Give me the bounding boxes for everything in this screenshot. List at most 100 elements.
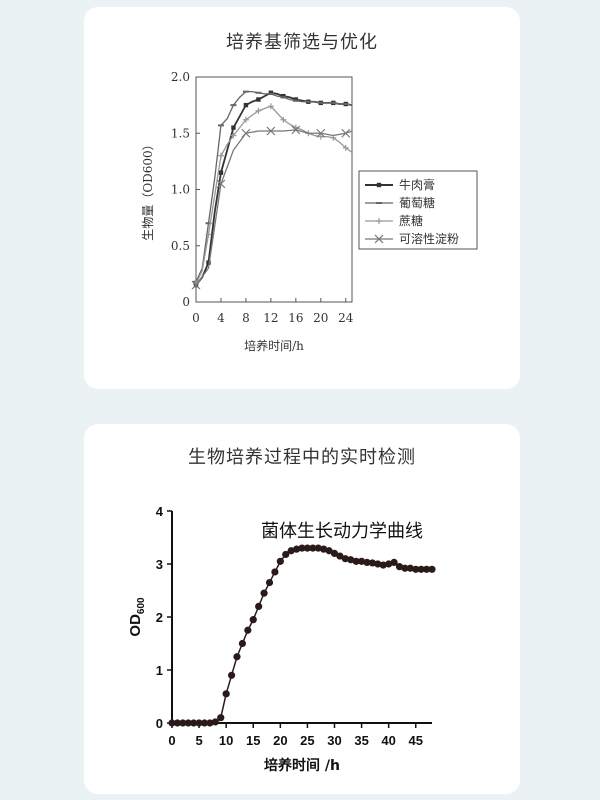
- data-point: [376, 218, 382, 224]
- legend-label: 可溶性淀粉: [399, 231, 459, 246]
- x-tick-label: 16: [288, 311, 303, 325]
- data-point: [211, 718, 219, 726]
- data-point: [241, 128, 251, 138]
- x-tick-label: 24: [338, 311, 354, 325]
- x-tick-label: 20: [313, 311, 328, 325]
- data-point: [385, 560, 393, 568]
- data-point: [281, 93, 286, 99]
- y-tick-label: 0: [156, 716, 163, 731]
- data-point: [282, 550, 290, 559]
- data-point: [417, 565, 425, 573]
- data-point: [317, 133, 324, 140]
- data-point: [379, 561, 387, 569]
- data-point: [268, 90, 274, 95]
- y-tick-label: 0.5: [171, 239, 190, 253]
- data-point: [238, 639, 247, 648]
- data-point: [336, 552, 344, 560]
- y-tick-label: 0: [182, 295, 190, 309]
- data-point: [390, 558, 398, 567]
- data-point: [190, 719, 198, 727]
- data-point: [255, 602, 263, 611]
- chart-card-realtime-detection: 生物培养过程中的实时检测: [84, 424, 520, 794]
- data-point: [309, 544, 317, 552]
- data-point: [368, 559, 377, 567]
- legend-label: 牛肉膏: [399, 177, 435, 192]
- data-point: [184, 719, 192, 727]
- series-line: [195, 90, 353, 283]
- y-axis-label-subscript: 600: [136, 597, 147, 614]
- data-point: [347, 556, 355, 564]
- data-point: [222, 690, 230, 698]
- data-point: [357, 557, 366, 565]
- x-tick-label: 0: [168, 733, 175, 748]
- x-axis-label: 培养时间/h: [244, 338, 304, 353]
- data-point: [217, 714, 225, 722]
- x-tick-label: 12: [263, 311, 278, 325]
- data-point: [195, 719, 203, 727]
- chart-title: 菌体生长动力学曲线: [261, 521, 423, 542]
- data-point: [298, 544, 306, 552]
- card-title: 培养基筛选与优化: [226, 32, 378, 53]
- x-tick-label: 8: [242, 311, 250, 325]
- data-point: [173, 719, 182, 727]
- data-point: [179, 719, 187, 727]
- data-point: [363, 558, 371, 567]
- biomass-line-chart: 0 4 8 12 16 20 24 0 0.5 1.0 1.5 2.0 培养时间/h 生物量（OD600）…: [141, 70, 478, 353]
- x-tick-label: 40: [381, 733, 395, 748]
- data-point: [255, 107, 262, 114]
- data-point: [303, 544, 312, 552]
- data-point: [168, 719, 176, 727]
- growth-curve-line: [172, 547, 432, 724]
- data-point: [231, 125, 236, 130]
- data-point: [293, 97, 299, 102]
- data-point: [276, 557, 284, 565]
- data-point: [243, 102, 249, 108]
- data-point: [320, 545, 328, 553]
- data-point: [292, 545, 301, 553]
- series-line: [195, 129, 353, 286]
- data-point: [401, 564, 409, 572]
- y-tick-label: 1.0: [171, 183, 190, 197]
- data-point: [287, 547, 295, 555]
- data-point: [342, 144, 349, 151]
- data-point: [244, 626, 252, 634]
- data-point: [205, 231, 212, 238]
- data-point: [314, 544, 322, 552]
- data-point: [249, 616, 257, 624]
- y-axis-label-main: OD: [127, 614, 144, 637]
- data-point: [316, 128, 326, 138]
- data-point: [265, 578, 274, 587]
- card-title: 生物培养过程中的实时检测: [188, 447, 416, 468]
- data-point: [206, 719, 214, 727]
- data-point: [271, 568, 279, 576]
- x-tick-label: 35: [354, 733, 368, 748]
- data-point: [406, 564, 414, 572]
- y-tick-label: 2: [156, 610, 163, 625]
- x-tick-label: 20: [273, 733, 287, 748]
- data-point: [374, 560, 382, 568]
- data-point: [206, 260, 211, 265]
- y-tick-label: 4: [156, 504, 164, 519]
- y-tick-label: 1.5: [171, 126, 190, 140]
- x-tick-label: 0: [192, 311, 200, 325]
- data-point: [266, 126, 276, 136]
- data-point: [352, 557, 360, 565]
- data-point: [374, 234, 384, 244]
- data-point: [267, 103, 274, 110]
- data-point: [193, 281, 199, 287]
- data-point: [376, 182, 382, 188]
- y-tick-label: 3: [156, 557, 163, 572]
- data-point: [330, 549, 339, 558]
- data-point: [291, 125, 301, 135]
- data-point: [325, 547, 333, 555]
- data-point: [230, 132, 237, 139]
- data-point: [422, 565, 431, 573]
- data-point: [218, 170, 224, 175]
- data-point: [242, 116, 249, 123]
- series-x: [191, 125, 353, 290]
- y-axis-label: OD600: [127, 597, 147, 637]
- data-point: [428, 565, 436, 573]
- data-point: [256, 97, 261, 102]
- legend-label: 葡萄糖: [399, 195, 435, 210]
